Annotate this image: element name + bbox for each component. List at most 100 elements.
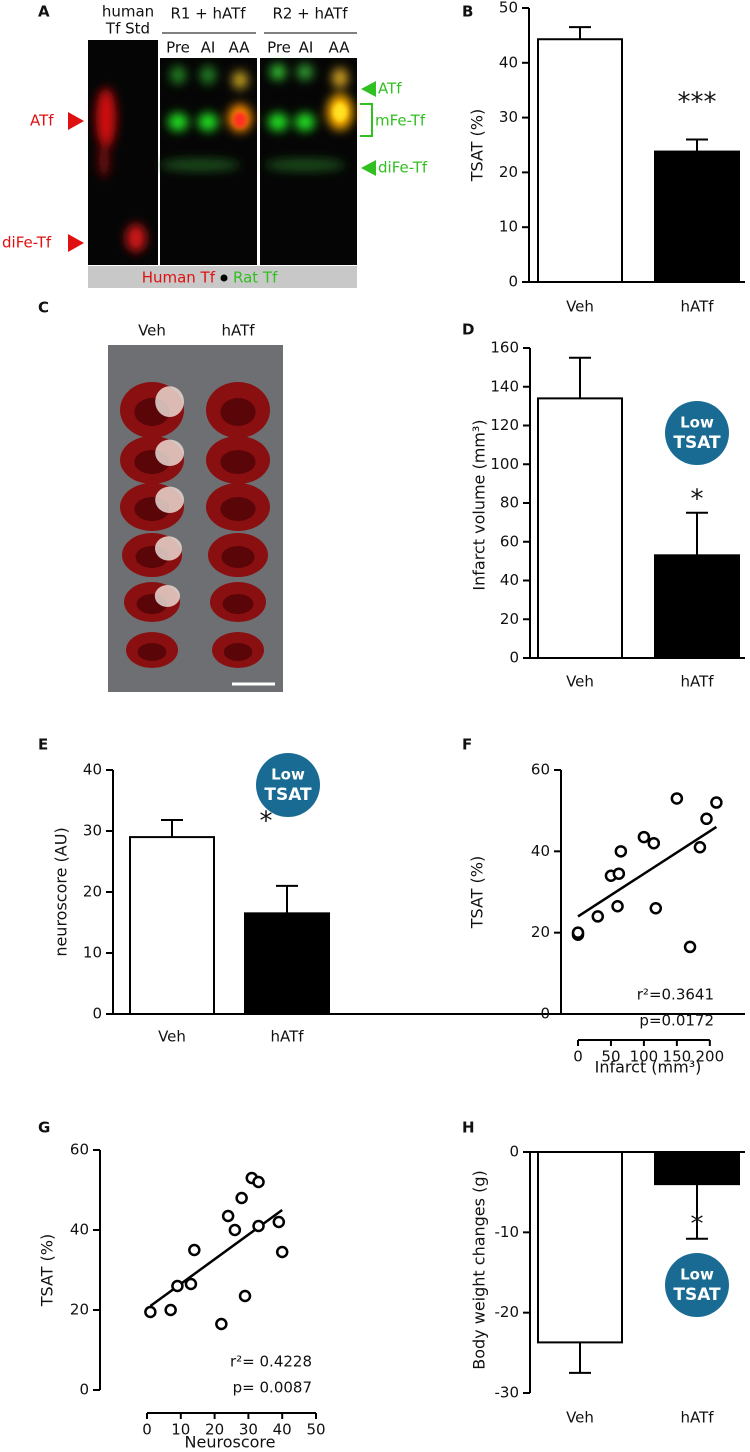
- x-tick-label: 0: [142, 1421, 152, 1439]
- bar: [537, 397, 623, 659]
- infarct: [154, 585, 180, 607]
- badge: [256, 753, 320, 817]
- panel-label: C: [38, 299, 49, 317]
- y-tick-label: 40: [83, 761, 102, 779]
- point: [238, 1289, 252, 1303]
- point: [252, 1219, 265, 1233]
- x-tick-label: Veh: [566, 673, 594, 691]
- x-tick-label: hATf: [680, 298, 714, 316]
- group-header: R1 + hATf: [170, 5, 246, 23]
- marker-arrow: [361, 81, 376, 97]
- marker-arrow: [361, 160, 376, 176]
- y-tick-label: 80: [500, 494, 519, 512]
- y-tick-label: 140: [490, 377, 519, 395]
- badge-text: Low: [271, 766, 305, 784]
- y-tick-label: 40: [70, 1221, 89, 1239]
- y-tick-label: 0: [92, 1005, 102, 1023]
- lane-label: AA: [229, 39, 251, 57]
- point: [683, 940, 697, 954]
- point: [235, 1191, 248, 1205]
- x-axis-label: Infarct (mm³): [595, 1058, 702, 1077]
- point: [164, 1303, 177, 1317]
- y-tick-label: 0: [509, 649, 519, 667]
- point: [611, 899, 624, 913]
- marker-bracket: [360, 103, 373, 137]
- brain-core: [220, 398, 256, 426]
- x-tick-label: 0: [573, 1048, 583, 1066]
- point: [171, 1279, 184, 1293]
- x-tick-label: Veh: [158, 1028, 186, 1046]
- x-tick-label: hATf: [270, 1028, 304, 1046]
- group-header: R2 + hATf: [272, 5, 348, 23]
- y-tick-label: 20: [500, 610, 519, 628]
- panel-label: H: [462, 1119, 475, 1137]
- x-tick-label: Veh: [566, 1409, 594, 1427]
- bar: [129, 836, 215, 1015]
- y-tick-label: 100: [490, 455, 519, 473]
- x-tick-label: 20: [205, 1421, 224, 1439]
- y-tick-label: 20: [531, 923, 550, 941]
- y-axis-label: Body weight changes (g): [470, 1170, 489, 1369]
- y-axis-label: neuroscore (AU): [52, 827, 71, 956]
- bar: [654, 554, 740, 659]
- point: [710, 796, 723, 809]
- panel-c: C Veh hATf: [38, 299, 283, 692]
- infarct: [155, 486, 185, 513]
- point: [693, 841, 707, 854]
- x-tick-label: 10: [171, 1421, 190, 1439]
- point: [184, 1277, 198, 1291]
- stat-label: r²= 0.4228: [230, 1353, 312, 1371]
- y-tick-label: 0: [509, 1143, 519, 1161]
- lane-header: human: [102, 3, 154, 21]
- brain-core: [220, 497, 256, 521]
- y-tick-label: 160: [490, 339, 519, 357]
- point: [637, 830, 651, 844]
- point: [252, 1175, 265, 1189]
- bar: [654, 1151, 740, 1186]
- y-tick-label: 20: [83, 883, 102, 901]
- x-tick-label: 30: [239, 1421, 258, 1439]
- y-tick-label: -20: [495, 1303, 520, 1321]
- annotation: *: [260, 807, 273, 837]
- brain-core: [137, 643, 167, 661]
- y-tick-label: 0: [540, 1005, 550, 1023]
- brain-slices: [120, 382, 270, 668]
- bar: [537, 38, 623, 283]
- legend-label: Human Tf: [142, 269, 216, 287]
- point: [188, 1243, 201, 1257]
- marker-label: ATf: [30, 112, 54, 130]
- point: [700, 812, 713, 826]
- y-tick-label: -10: [495, 1223, 520, 1241]
- y-tick-label: 40: [499, 53, 518, 71]
- point: [144, 1305, 157, 1319]
- y-tick-label: 10: [499, 218, 518, 236]
- point: [612, 867, 626, 880]
- point: [670, 792, 684, 805]
- y-tick-label: 60: [500, 532, 519, 550]
- infarct: [155, 386, 185, 417]
- x-tick-label: 150: [663, 1048, 692, 1066]
- x-tick-label: hATf: [680, 1409, 714, 1427]
- lane-label: AA: [329, 39, 351, 57]
- x-tick-label: 50: [601, 1048, 620, 1066]
- y-tick-label: 40: [500, 571, 519, 589]
- y-axis-label: TSAT (%): [468, 109, 487, 182]
- badge: [665, 401, 729, 465]
- lane-label: AI: [201, 39, 216, 57]
- infarct: [155, 439, 185, 466]
- badge-text: Low: [680, 414, 714, 432]
- panel-label: D: [462, 321, 474, 339]
- y-tick-label: 40: [531, 842, 550, 860]
- marker-label: diFe-Tf: [378, 159, 428, 177]
- legend-label: Rat Tf: [233, 269, 278, 287]
- bar: [244, 912, 330, 1015]
- y-axis-label: TSAT (%): [468, 856, 487, 929]
- point: [272, 1215, 286, 1229]
- gel-image: [88, 40, 357, 265]
- point: [215, 1317, 228, 1331]
- y-tick-label: -30: [495, 1384, 520, 1402]
- x-tick-label: 100: [630, 1048, 659, 1066]
- y-tick-label: 20: [499, 163, 518, 181]
- y-tick-label: 60: [531, 761, 550, 779]
